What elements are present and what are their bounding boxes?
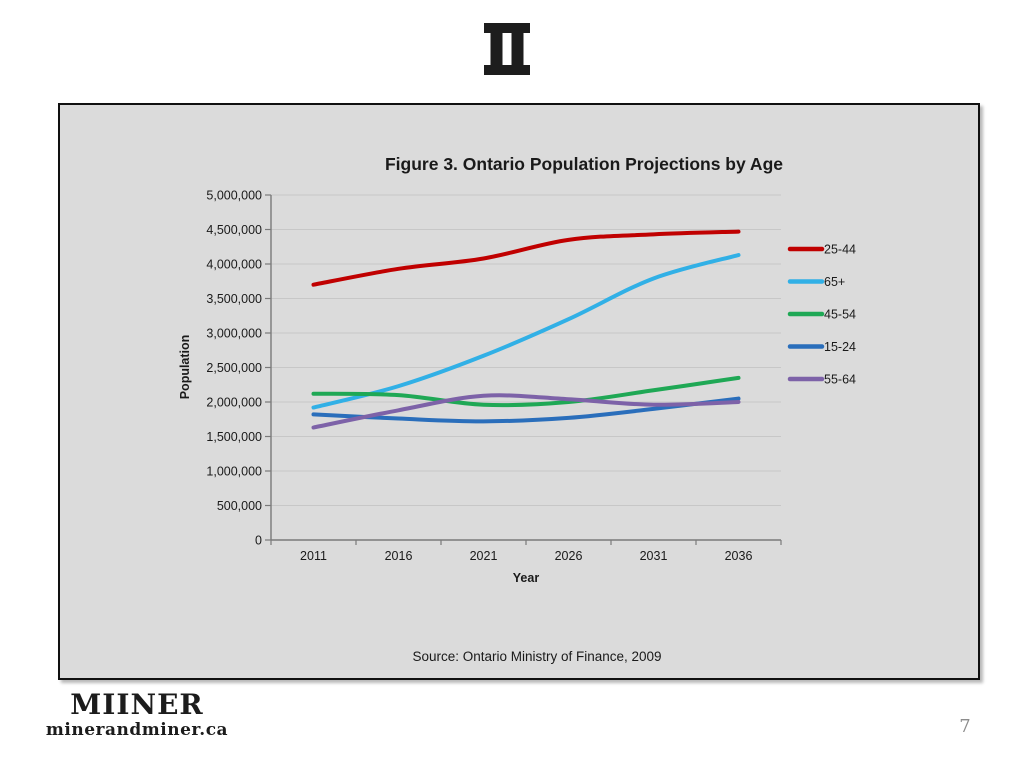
y-tick-labels: 0 500,000 1,000,000 1,500,000 2,000,000 2,500… [206,189,262,548]
legend-item: 15-24 [787,340,856,354]
logo-left-stem [490,23,503,75]
brand-mark-icon [484,23,530,75]
source-note: Source: Ontario Ministry of Finance, 200… [412,649,661,664]
y-tick-label: 0 [255,534,262,548]
x-tick-label: 2011 [300,549,327,563]
series-line-55-64 [311,393,741,430]
population-line-chart: Figure 3. Ontario Population Projections… [178,154,856,664]
footer-brand: MIINER minerandminer.ca [37,688,237,741]
logo-right-stem [511,23,524,75]
y-tick-label: 5,000,000 [206,189,262,203]
legend-label: 45-54 [824,308,856,322]
legend-label: 55-64 [824,373,856,387]
chart-panel: Figure 3. Ontario Population Projections… [58,103,980,680]
x-tick-label: 2026 [555,549,583,563]
page-number: 7 [959,716,971,737]
y-tick-label: 3,500,000 [206,292,262,306]
footer-brand-website: minerandminer.ca [45,720,229,740]
logo-top-serif [484,23,530,33]
legend-label: 15-24 [824,340,856,354]
axes [265,194,782,545]
x-tick-label: 2036 [725,549,753,563]
logo-bottom-serif [484,65,530,75]
series-line-15-24 [311,396,741,424]
x-axis-title: Year [513,571,540,585]
y-tick-label: 500,000 [217,499,262,513]
x-tick-label: 2016 [385,549,413,563]
y-tick-label: 1,000,000 [206,465,262,479]
legend-label: 25-44 [824,243,856,257]
series-line-65+ [311,253,741,410]
series-lines [311,229,741,430]
y-tick-label: 1,500,000 [206,430,262,444]
legend-item: 55-64 [787,373,856,387]
legend-item: 25-44 [787,243,856,257]
x-tick-label: 2021 [470,549,498,563]
legend-item: 45-54 [787,308,856,322]
footer-brand-name: MIINER [70,688,204,721]
y-tick-label: 4,500,000 [206,223,262,237]
y-tick-label: 3,000,000 [206,327,262,341]
chart-title: Figure 3. Ontario Population Projections… [385,154,783,174]
y-axis-title: Population [178,335,192,400]
y-tick-label: 2,000,000 [206,396,262,410]
x-tick-labels: 2011 2016 2021 2026 2031 2036 [300,549,752,563]
legend-item: 65+ [787,275,845,289]
legend-label: 65+ [824,275,845,289]
series-line-45-54 [311,375,741,408]
gridlines [271,194,781,506]
y-tick-label: 2,500,000 [206,361,262,375]
x-tick-label: 2031 [640,549,668,563]
series-line-25-44 [311,229,741,287]
legend: 25-44 65+ 45-54 15-24 55-64 [787,243,856,387]
y-tick-label: 4,000,000 [206,258,262,272]
